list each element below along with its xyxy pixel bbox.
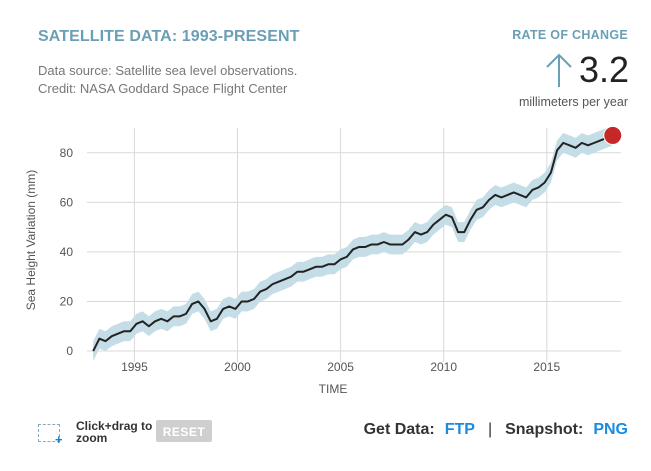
up-arrow-icon bbox=[546, 53, 572, 87]
latest-value-marker bbox=[603, 125, 623, 145]
y-tick-label: 80 bbox=[60, 146, 74, 160]
data-source-line: Data source: Satellite sea level observa… bbox=[38, 63, 298, 78]
chart-title: SATELLITE DATA: 1993-PRESENT bbox=[38, 28, 300, 45]
footer-separator: | bbox=[487, 421, 493, 438]
png-link[interactable]: PNG bbox=[593, 421, 628, 438]
footer-links: Get Data: FTP | Snapshot: PNG bbox=[364, 421, 628, 439]
y-tick-label: 60 bbox=[60, 195, 74, 209]
marker-layer bbox=[603, 125, 623, 145]
sea-level-line bbox=[92, 134, 614, 352]
y-axis-label: Sea Height Variation (mm) bbox=[24, 170, 38, 311]
series-line-layer bbox=[92, 134, 614, 352]
x-tick-label: 2005 bbox=[327, 360, 354, 374]
ftp-link[interactable]: FTP bbox=[444, 421, 475, 438]
data-source-text: Data source: Satellite sea level observa… bbox=[38, 62, 297, 98]
zoom-hint-text: Click+drag to zoom bbox=[76, 419, 153, 445]
x-tick-label: 2000 bbox=[224, 360, 251, 374]
chart-axes: 0 20 40 60 80 1995 2000 2005 2010 2015 bbox=[60, 146, 561, 374]
rate-of-change-label: RATE OF CHANGE bbox=[512, 28, 628, 42]
rate-of-change-value: 3.2 bbox=[578, 49, 629, 90]
reset-button[interactable]: RESET bbox=[156, 420, 212, 442]
chart-grid bbox=[87, 128, 621, 362]
x-axis-label: TIME bbox=[319, 382, 348, 396]
x-tick-label: 2010 bbox=[430, 360, 457, 374]
y-tick-label: 0 bbox=[66, 344, 73, 358]
rate-of-change-value-row: 3.2 bbox=[545, 50, 629, 90]
uncertainty-band-layer bbox=[93, 125, 613, 361]
zoom-plus-icon: + bbox=[55, 432, 63, 447]
zoom-select-icon[interactable] bbox=[38, 424, 60, 442]
y-tick-label: 40 bbox=[60, 245, 74, 259]
x-tick-label: 2015 bbox=[533, 360, 560, 374]
get-data-label: Get Data: bbox=[363, 421, 435, 438]
credit-line: Credit: NASA Goddard Space Flight Center bbox=[38, 81, 288, 96]
rate-of-change-unit: millimeters per year bbox=[518, 95, 628, 109]
x-tick-label: 1995 bbox=[121, 360, 148, 374]
snapshot-label: Snapshot: bbox=[505, 421, 584, 438]
y-tick-label: 20 bbox=[60, 294, 74, 308]
uncertainty-band bbox=[93, 125, 613, 361]
